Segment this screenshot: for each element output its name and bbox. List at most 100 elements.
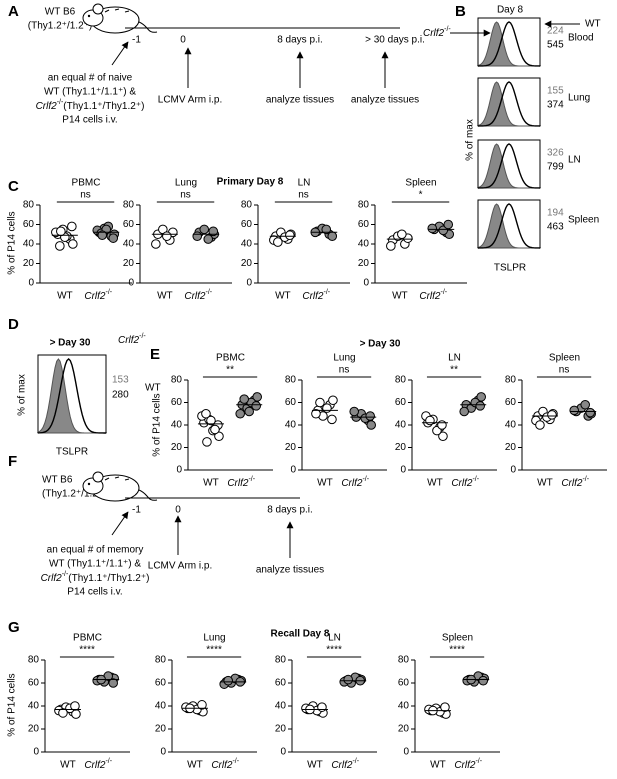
data-point: [151, 239, 161, 249]
text-part: Crlf2: [84, 291, 106, 302]
panel-label: G: [8, 619, 20, 636]
y-tick-label: 0: [363, 278, 369, 289]
text-part: -/-: [582, 476, 589, 483]
text-part: (Thy1.1⁺/Thy1.2⁺): [68, 573, 149, 584]
x-tick-label: WT: [430, 760, 446, 771]
data-point: [162, 231, 172, 241]
mouse-fur: [104, 476, 130, 481]
data-point: [425, 415, 435, 426]
x-tick-label: Crlf2-/-: [454, 758, 482, 771]
y-tick-label: 40: [395, 420, 407, 431]
plot-title: Spleen: [442, 633, 473, 644]
text-part: -/-: [444, 26, 451, 33]
mfi-wt: 799: [547, 162, 564, 173]
y-tick-label: 80: [285, 375, 297, 386]
y-tick-label: 20: [155, 724, 167, 735]
data-point: [58, 708, 68, 718]
plot-title: PBMC: [216, 353, 245, 364]
data-point: [192, 231, 203, 241]
text-part: -/-: [205, 289, 212, 296]
significance: ns: [339, 365, 350, 376]
panel-title: Primary Day 8: [217, 177, 284, 188]
y-tick-label: 20: [241, 258, 253, 269]
x-tick-label: Crlf2-/-: [331, 758, 359, 771]
histogram-wt: [477, 203, 541, 249]
y-tick-label: 60: [123, 219, 135, 230]
data-point: [315, 397, 325, 408]
y-tick-label: 0: [403, 747, 409, 758]
data-point: [349, 406, 360, 417]
histogram-wt: [477, 81, 541, 127]
data-point: [199, 224, 210, 235]
data-point: [55, 241, 65, 251]
text-part: -/-: [139, 333, 146, 340]
data-point: [327, 414, 337, 425]
data-point: [343, 674, 354, 685]
y-tick-label: 80: [505, 375, 517, 386]
transfer-text: WT (Thy1.1⁺/1.1⁺) &: [44, 87, 136, 98]
y-tick-label: 60: [285, 397, 297, 408]
text-part: -/-: [362, 476, 369, 483]
mfi-wt: 463: [547, 222, 564, 233]
legend-ko: Crlf2-/-: [423, 26, 451, 39]
timeline-label: 0: [180, 35, 186, 46]
x-tick-label: WT: [427, 478, 443, 489]
plot-title: Lung: [203, 633, 225, 644]
data-point: [239, 394, 249, 404]
y-tick-label: 40: [505, 420, 517, 431]
plot-title: PBMC: [72, 178, 101, 189]
mouse-ear: [92, 3, 104, 15]
text-part: (Thy1.1⁺/Thy1.2⁺): [63, 101, 144, 112]
text-part: Crlf2: [331, 760, 353, 771]
y-tick-label: 40: [241, 239, 253, 250]
x-tick-label: Crlf2-/-: [227, 476, 255, 489]
host-text: (Thy1.2⁺/1.2⁺): [28, 21, 92, 32]
x-tick-label: WT: [157, 291, 173, 302]
tissue-label: Blood: [568, 33, 594, 44]
y-tick-label: 0: [510, 465, 516, 476]
y-tick-label: 40: [358, 239, 370, 250]
data-point: [251, 401, 262, 411]
data-point: [366, 420, 377, 430]
y-tick-label: 60: [171, 397, 183, 408]
x-tick-label: WT: [392, 291, 408, 302]
text-part: Crlf2: [227, 478, 249, 489]
data-point: [475, 401, 486, 411]
plot-title: Lung: [175, 178, 197, 189]
data-point: [210, 424, 220, 435]
timeline-label: 0: [175, 505, 181, 516]
y-axis-label: % of P14 cells: [152, 393, 163, 456]
panel-label: C: [8, 178, 19, 195]
text-part: -/-: [62, 571, 69, 578]
text-part: Crlf2: [184, 291, 206, 302]
text-part: Crlf2: [561, 478, 583, 489]
tissue-label: Spleen: [568, 215, 599, 226]
significance: ****: [206, 645, 222, 656]
y-tick-label: 0: [280, 747, 286, 758]
plot-title: Spleen: [405, 178, 436, 189]
y-axis-label: % of P14 cells: [7, 673, 18, 736]
mouse-fur: [104, 8, 130, 13]
x-tick-label: Crlf2-/-: [561, 476, 589, 489]
text-part: Crlf2: [423, 28, 445, 39]
y-axis-label: % of max: [17, 374, 28, 416]
y-tick-label: 20: [123, 258, 135, 269]
histogram-ko: [477, 81, 540, 127]
data-point: [437, 420, 447, 430]
y-tick-label: 20: [275, 724, 287, 735]
histogram-ko: [37, 358, 106, 434]
y-tick-label: 0: [128, 278, 134, 289]
x-tick-label: Crlf2-/-: [451, 476, 479, 489]
y-tick-label: 0: [33, 747, 39, 758]
plot-title: PBMC: [73, 633, 102, 644]
mfi-ko: 155: [547, 86, 564, 97]
analysis-text: analyze tissues: [256, 565, 324, 576]
y-tick-label: 40: [123, 239, 135, 250]
y-tick-label: 20: [398, 724, 410, 735]
y-tick-label: 80: [241, 200, 253, 211]
data-point: [223, 675, 233, 686]
data-point: [56, 226, 66, 237]
y-tick-label: 60: [505, 397, 517, 408]
y-tick-label: 60: [275, 678, 287, 689]
text-part: Crlf2: [451, 478, 473, 489]
